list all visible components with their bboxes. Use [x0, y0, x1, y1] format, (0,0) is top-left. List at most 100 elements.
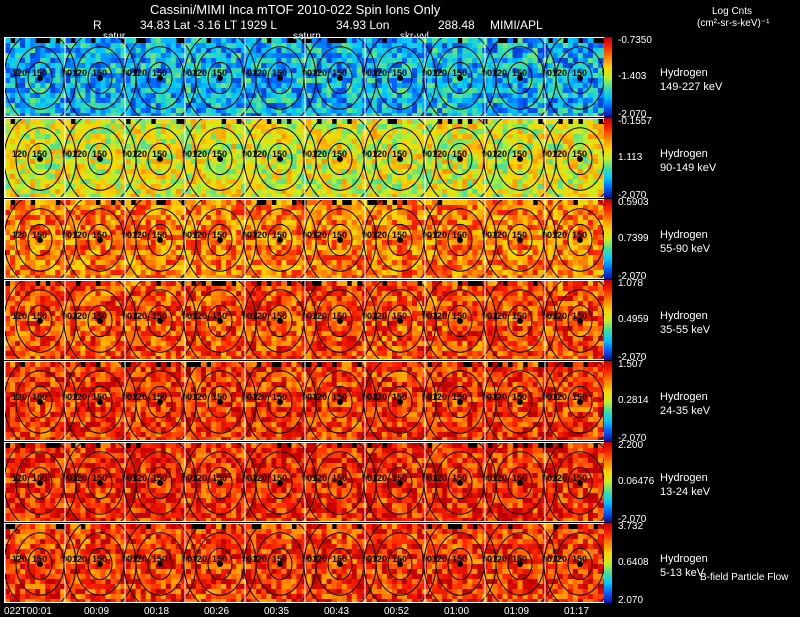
- heatmap-cell: [578, 205, 584, 211]
- heatmap-cell: [342, 210, 348, 216]
- heatmap-cell: [487, 113, 493, 117]
- heatmap-cell: [45, 93, 51, 99]
- heatmap-cell: [322, 78, 328, 84]
- heatmap-cell: [457, 210, 463, 216]
- heatmap-cell: [246, 78, 252, 84]
- heatmap-cell: [171, 174, 177, 180]
- heatmap-cell: [442, 124, 448, 130]
- heatmap-cell: [161, 210, 167, 216]
- heatmap-cell: [352, 43, 358, 49]
- heatmap-cell: [55, 210, 61, 216]
- heatmap-cell: [533, 88, 539, 94]
- heatmap-cell: [35, 124, 41, 130]
- heatmap-cell: [322, 83, 328, 89]
- contour-label: 150: [572, 149, 587, 159]
- heatmap-cell: [377, 108, 383, 114]
- heatmap-cell: [80, 205, 86, 211]
- heatmap-cell: [176, 194, 182, 198]
- heatmap-cell: [15, 215, 21, 221]
- heatmap-cell: [392, 179, 398, 185]
- heatmap-cell: [447, 179, 453, 185]
- heatmap-cell: [472, 124, 478, 130]
- heatmap-cell: [412, 83, 418, 89]
- heatmap-cell: [528, 124, 534, 130]
- heatmap-cell: [116, 169, 122, 175]
- heatmap-cell: [85, 179, 91, 185]
- heatmap-cell: [407, 205, 413, 211]
- heatmap-cell: [226, 139, 232, 145]
- heatmap-cell: [407, 139, 413, 145]
- heatmap-cell: [392, 215, 398, 221]
- heatmap-cell: [593, 139, 599, 145]
- heatmap-cell: [432, 48, 438, 54]
- heatmap-cell: [462, 83, 468, 89]
- heatmap-cell: [40, 184, 46, 190]
- heatmap-cell: [357, 129, 363, 135]
- heatmap-cell: [352, 119, 358, 125]
- heatmap-cell: [261, 164, 267, 170]
- heatmap-cell: [372, 48, 378, 54]
- heatmap-cell: [462, 113, 468, 117]
- heatmap-cell: [317, 103, 323, 109]
- heatmap-cell: [553, 210, 559, 216]
- heatmap-cell: [50, 220, 56, 226]
- heatmap-cell: [533, 38, 539, 44]
- heatmap-cell: [126, 159, 132, 165]
- heatmap-cell: [332, 159, 338, 165]
- heatmap-cell: [352, 230, 358, 236]
- heatmap-cell: [352, 154, 358, 160]
- heatmap-cell: [231, 58, 237, 64]
- heatmap-cell: [80, 83, 86, 89]
- heatmap-cell: [492, 129, 498, 135]
- heatmap-cell: [271, 159, 277, 165]
- heatmap-cell: [568, 38, 574, 44]
- heatmap-cell: [50, 93, 56, 99]
- heatmap-cell: [437, 83, 443, 89]
- heatmap-cell: [176, 200, 182, 206]
- heatmap-cell: [412, 139, 418, 145]
- heatmap-cell: [548, 194, 554, 198]
- heatmap-cell: [563, 194, 569, 198]
- heatmap-cell: [111, 139, 117, 145]
- heatmap-cell: [402, 53, 408, 59]
- heatmap-cell: [201, 194, 207, 198]
- heatmap-cell: [538, 124, 544, 130]
- heatmap-cell: [256, 129, 262, 135]
- heatmap-cell: [573, 53, 579, 59]
- heatmap-cell: [55, 225, 61, 231]
- heatmap-cell: [472, 154, 478, 160]
- heatmap-cell: [111, 93, 117, 99]
- heatmap-cell: [508, 38, 514, 44]
- contour-label: 120: [252, 68, 267, 78]
- heatmap-cell: [211, 194, 217, 198]
- heatmap-cell: [281, 98, 287, 104]
- heatmap-cell: [548, 164, 554, 170]
- heatmap-cell: [558, 210, 564, 216]
- heatmap-cell: [241, 98, 247, 104]
- heatmap-cell: [533, 119, 539, 125]
- heatmap-cell: [196, 43, 202, 49]
- heatmap-cell: [296, 240, 302, 246]
- heatmap-cell: [296, 194, 302, 198]
- heatmap-cell: [487, 169, 493, 175]
- heatmap-cell: [387, 205, 393, 211]
- heatmap-cell: [332, 215, 338, 221]
- heatmap-cell: [20, 159, 26, 165]
- heatmap-cell: [467, 53, 473, 59]
- heatmap-cell: [508, 200, 514, 206]
- heatmap-cell: [176, 124, 182, 130]
- heatmap-cell: [15, 210, 21, 216]
- heatmap-cell: [201, 113, 207, 117]
- heatmap-cell: [387, 174, 393, 180]
- heatmap-cell: [95, 48, 101, 54]
- heatmap-cell: [437, 103, 443, 109]
- heatmap-cell: [377, 164, 383, 170]
- heatmap-cell: [116, 144, 122, 150]
- heatmap-cell: [85, 124, 91, 130]
- heatmap-cell: [452, 129, 458, 135]
- colorbar-label: 1.113: [618, 152, 642, 163]
- heatmap-cell: [45, 139, 51, 145]
- heatmap-cell: [598, 189, 604, 195]
- heatmap-cell: [347, 93, 353, 99]
- heatmap-cell: [25, 189, 31, 195]
